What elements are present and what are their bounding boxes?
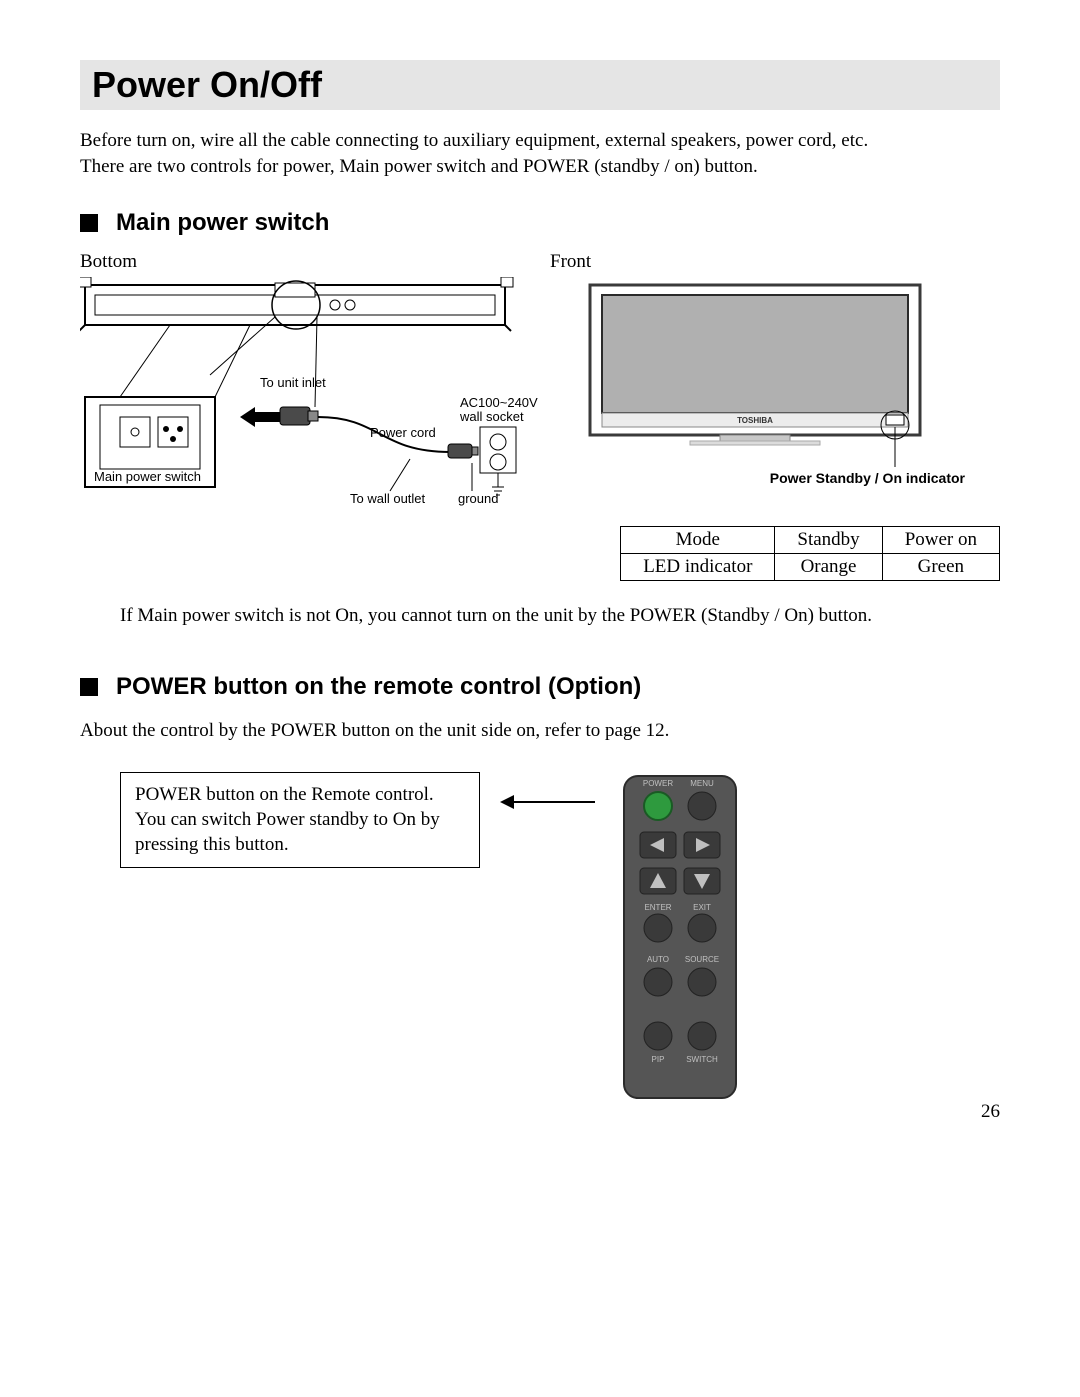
cell-standby: Standby	[775, 527, 882, 554]
label-to-unit-inlet: To unit inlet	[260, 375, 326, 390]
label-power: POWER	[643, 779, 673, 788]
intro-line-2: There are two controls for power, Main p…	[80, 156, 758, 177]
section-2-heading: POWER button on the remote control (Opti…	[80, 673, 1000, 701]
label-enter: ENTER	[644, 903, 671, 912]
label-power-cord: Power cord	[370, 425, 436, 440]
mode-indicator-table: Mode Standby Power on LED indicator Oran…	[620, 526, 1000, 581]
wall-socket-icon	[480, 427, 516, 495]
diagram-front-tv: TOSHIBA Power Standby / On indicator	[570, 277, 1000, 502]
table-row: Mode Standby Power on	[621, 527, 1000, 554]
table-row: LED indicator Orange Green	[621, 554, 1000, 581]
page-number: 26	[981, 1101, 1000, 1123]
section-1-heading: Main power switch	[80, 209, 1000, 237]
plug-left-icon	[240, 407, 318, 427]
diagram-bottom-wiring: To unit inlet Main power switch	[80, 277, 540, 512]
page-title-bar: Power On/Off	[80, 60, 1000, 110]
intro-line-1: Before turn on, wire all the cable conne…	[80, 130, 868, 151]
label-auto: AUTO	[647, 955, 669, 964]
callout-line-1: POWER button on the Remote control.	[135, 784, 434, 805]
label-pip: PIP	[652, 1055, 665, 1064]
arrow-icon	[500, 780, 600, 840]
brand-label: TOSHIBA	[737, 416, 773, 425]
label-source: SOURCE	[685, 955, 719, 964]
cell-poweron: Power on	[882, 527, 999, 554]
label-ac-l1: AC100~240V	[460, 395, 538, 410]
label-bottom: Bottom	[80, 251, 490, 273]
remote-control-diagram: POWER MENU ENTER EXIT AU	[620, 772, 740, 1107]
note-main-power: If Main power switch is not On, you cann…	[80, 605, 1000, 627]
square-bullet-icon	[80, 678, 98, 696]
cell-orange: Orange	[775, 554, 882, 581]
cell-green: Green	[882, 554, 999, 581]
square-bullet-icon	[80, 214, 98, 232]
label-indicator: Power Standby / On indicator	[770, 470, 966, 486]
cell-led: LED indicator	[621, 554, 775, 581]
intro-text: Before turn on, wire all the cable conne…	[80, 128, 1000, 179]
page-title: Power On/Off	[92, 64, 988, 106]
section-1-title: Main power switch	[116, 209, 329, 237]
label-main-power-switch: Main power switch	[94, 469, 201, 484]
label-switch: SWITCH	[686, 1055, 718, 1064]
label-menu: MENU	[690, 779, 714, 788]
about-line: About the control by the POWER button on…	[80, 720, 1000, 742]
label-exit: EXIT	[693, 903, 711, 912]
label-to-wall-outlet: To wall outlet	[350, 491, 426, 506]
callout-power-button: POWER button on the Remote control. You …	[120, 772, 480, 868]
callout-line-2: You can switch Power standby to On by pr…	[135, 809, 440, 855]
cell-mode: Mode	[621, 527, 775, 554]
label-ground: ground	[458, 491, 498, 506]
power-button-icon	[644, 792, 672, 820]
section-2-title: POWER button on the remote control (Opti…	[116, 673, 641, 701]
label-front: Front	[490, 251, 1000, 273]
plug-right-icon	[448, 444, 478, 458]
label-ac-l2: wall socket	[459, 409, 524, 424]
